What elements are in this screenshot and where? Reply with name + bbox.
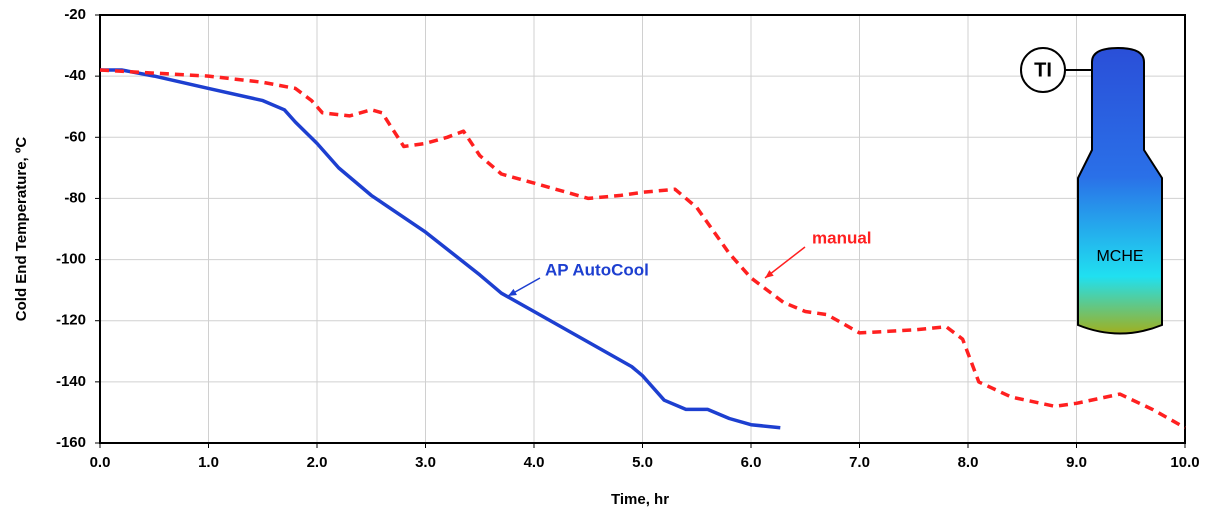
x-tick-label: 7.0 [849,454,870,471]
y-axis-title: Cold End Temperature, ºC [13,137,30,322]
y-tick-label: -160 [56,434,86,451]
x-tick-label: 6.0 [741,454,762,471]
y-tick-label: -20 [64,6,86,23]
x-tick-label: 0.0 [90,454,111,471]
y-tick-label: -80 [64,189,86,206]
legend-label: manual [812,228,872,247]
x-tick-label: 5.0 [632,454,653,471]
annotation-arrowhead [765,270,774,278]
legend-label: AP AutoCool [545,260,649,279]
series-line [100,68,781,430]
series-line [99,68,1186,430]
x-tick-label: 4.0 [524,454,545,471]
x-tick-label: 8.0 [958,454,979,471]
x-tick-label: 10.0 [1170,454,1199,471]
x-tick-label: 2.0 [307,454,328,471]
mche-label: MCHE [1096,248,1143,265]
y-tick-label: -140 [56,373,86,390]
plot-frame [99,14,1186,444]
y-tick-label: -60 [64,128,86,145]
annotation-arrowhead [508,288,517,296]
y-tick-label: -100 [56,251,86,268]
y-tick-label: -120 [56,312,86,329]
x-axis-title: Time, hr [611,491,669,508]
x-tick-label: 3.0 [415,454,436,471]
annotation-arrow [764,246,806,279]
y-tick-label: -40 [64,67,86,84]
x-tick-label: 1.0 [198,454,219,471]
ti-label: TI [1034,59,1052,81]
x-tick-label: 9.0 [1066,454,1087,471]
mche-diagram [1020,46,1163,335]
